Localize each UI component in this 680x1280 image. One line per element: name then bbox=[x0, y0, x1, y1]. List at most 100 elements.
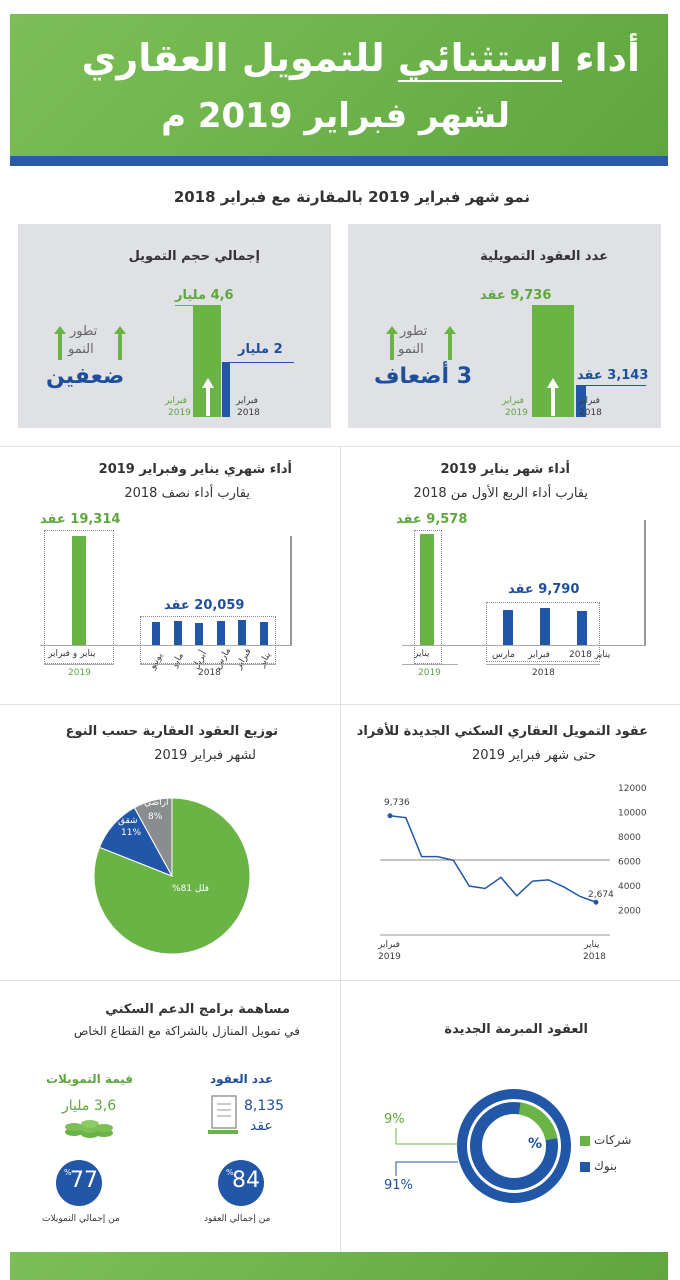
contracts-pct-caption: من إجمالي العقود bbox=[204, 1214, 271, 1224]
divider bbox=[0, 980, 680, 981]
contracts-2018-bar bbox=[576, 386, 586, 417]
legend-banks-swatch bbox=[580, 1162, 590, 1172]
donut-center-label: % bbox=[528, 1136, 543, 1152]
donut-banks-leader bbox=[395, 1161, 458, 1176]
volume-2018-leader bbox=[222, 362, 294, 363]
line-ytick-label: 8000 bbox=[618, 833, 641, 843]
divider bbox=[0, 704, 680, 705]
line-x-left-month: فبراير bbox=[378, 940, 400, 950]
growth-arrow-icon bbox=[114, 326, 126, 360]
jan-2019-label: يناير bbox=[414, 649, 430, 659]
line-end-point bbox=[593, 899, 599, 905]
donut-center bbox=[488, 1120, 540, 1172]
line-x-right-month: يناير bbox=[584, 940, 600, 950]
jan-panel-subtitle: يقارب أداء الربع الأول من 2018 bbox=[413, 486, 588, 501]
support-financing-value: 3,6 مليار bbox=[62, 1098, 117, 1114]
jan-baseline bbox=[402, 645, 646, 646]
donut-companies-slice bbox=[518, 1102, 558, 1141]
line-ytick-label: 10000 bbox=[618, 809, 647, 819]
jan-2018-frame bbox=[486, 602, 600, 662]
line-x-right-year: 2018 bbox=[583, 952, 606, 962]
contracts-pct-sign: % bbox=[226, 1168, 234, 1177]
contracts-growth-value: 3 أضعاف bbox=[374, 364, 473, 389]
contracts-2018-month: فبراير bbox=[578, 396, 600, 406]
jan-2018-month-label: يناير 2018 bbox=[569, 650, 611, 660]
support-panel-title: مساهمة برامج الدعم السكني bbox=[105, 1002, 290, 1017]
janfeb-2018-bar bbox=[195, 623, 203, 645]
pie-villa-label: فلل 81% bbox=[172, 884, 209, 894]
janfeb-2019-year: 2019 bbox=[68, 668, 91, 678]
pie-panel-subtitle: لشهر فبراير 2019 bbox=[154, 748, 256, 763]
volume-2019-leader bbox=[175, 305, 220, 306]
contracts-2018-leader bbox=[576, 385, 646, 386]
line-ytick-label: 12000 bbox=[618, 784, 647, 794]
janfeb-panel-title: أداء شهري يناير وفبراير 2019 bbox=[98, 462, 292, 477]
growth-arrow-icon bbox=[386, 326, 398, 360]
contracts-box-title: عدد العقود التمويلية bbox=[480, 249, 608, 264]
janfeb-2019-bar bbox=[72, 536, 86, 645]
support-contracts-title: عدد العقود bbox=[210, 1072, 274, 1086]
contracts-2019-year: 2019 bbox=[505, 408, 528, 418]
jan-2019-underline bbox=[402, 664, 458, 665]
janfeb-panel-subtitle: يقارب أداء نصف 2018 bbox=[124, 486, 250, 501]
page-subtitle: لشهر فبراير 2019 م bbox=[161, 96, 510, 136]
footer-banner bbox=[10, 1252, 668, 1280]
line-ytick-label: 4000 bbox=[618, 882, 641, 892]
volume-growth-value: ضعفين bbox=[46, 364, 125, 389]
page-title: أداء استثنائي للتمويل العقاري bbox=[81, 36, 640, 82]
donut-panel-title: العقود المبرمة الجديدة bbox=[444, 1022, 588, 1037]
line-ytick-label: 6000 bbox=[618, 858, 641, 868]
volume-box-title: إجمالي حجم التمويل bbox=[128, 249, 260, 264]
janfeb-2018-year: 2018 bbox=[198, 668, 221, 678]
jan-2018-month-label: فبراير bbox=[528, 650, 550, 660]
pie-chart bbox=[93, 797, 251, 955]
jan-2019-year: 2019 bbox=[418, 668, 441, 678]
volume-2018-bar bbox=[222, 362, 230, 417]
up-arrow-icon bbox=[202, 378, 214, 416]
growth-arrow-icon bbox=[444, 326, 456, 360]
contracts-2018-value: 3,143 عقد bbox=[577, 368, 649, 383]
financing-pct-badge bbox=[56, 1160, 102, 1206]
growth-arrow-icon bbox=[54, 326, 66, 360]
support-financing-title: قيمة التمويلات bbox=[46, 1072, 134, 1086]
contracts-pct-value: 84 bbox=[232, 1168, 260, 1193]
divider bbox=[340, 446, 341, 1252]
janfeb-2018-bar bbox=[260, 622, 268, 645]
line-panel-title: عقود التمويل العقاري السكني الجديدة للأف… bbox=[356, 724, 648, 739]
jan-2018-bar bbox=[577, 611, 587, 645]
pie-land-label: أراضي bbox=[144, 798, 169, 808]
jan-panel-title: أداء شهر يناير 2019 bbox=[440, 462, 571, 477]
jan-2018-year: 2018 bbox=[532, 668, 555, 678]
jan-2018-month-label: مارس bbox=[492, 650, 515, 660]
title-emphasis: استثنائي bbox=[397, 36, 562, 82]
contracts-2019-value: 9,736 عقد bbox=[480, 288, 552, 303]
pie-slice-0 bbox=[93, 797, 251, 955]
janfeb-2018-bar bbox=[238, 620, 246, 645]
donut-companies-leader bbox=[395, 1128, 458, 1145]
volume-box bbox=[18, 224, 331, 428]
growth-section-title: نمو شهر فبراير 2019 بالمقارنة مع فبراير … bbox=[173, 188, 530, 206]
line-start-point bbox=[387, 813, 393, 819]
volume-2019-value: 4,6 مليار bbox=[175, 288, 234, 303]
contracts-2018-year: 2018 bbox=[579, 408, 602, 418]
jan-2018-value: 9,790 عقد bbox=[508, 582, 580, 597]
jan-2019-bar bbox=[420, 534, 434, 645]
janfeb-2018-bar bbox=[152, 622, 160, 645]
janfeb-2019-frame bbox=[44, 530, 114, 664]
jan-2018-bar bbox=[540, 608, 550, 645]
donut-companies-pct: 9% bbox=[384, 1112, 405, 1127]
line-series bbox=[389, 814, 597, 903]
legend-companies-swatch bbox=[580, 1136, 590, 1146]
donut-chart bbox=[457, 1089, 571, 1203]
donut-ring-inner bbox=[470, 1102, 558, 1190]
financing-pct-caption: من إجمالي التمويلات bbox=[42, 1214, 120, 1224]
janfeb-2018-frame bbox=[140, 616, 276, 664]
coins-icon bbox=[65, 1120, 113, 1138]
jan-2019-value: 9,578 عقد bbox=[396, 512, 468, 527]
volume-2018-value: 2 مليار bbox=[238, 342, 283, 357]
jan-2019-frame bbox=[414, 530, 442, 664]
line-end-label: 2,674 bbox=[588, 890, 614, 900]
donut-banks-pct: 91% bbox=[384, 1178, 413, 1193]
janfeb-baseline bbox=[40, 645, 292, 646]
up-arrow-icon bbox=[547, 378, 559, 416]
